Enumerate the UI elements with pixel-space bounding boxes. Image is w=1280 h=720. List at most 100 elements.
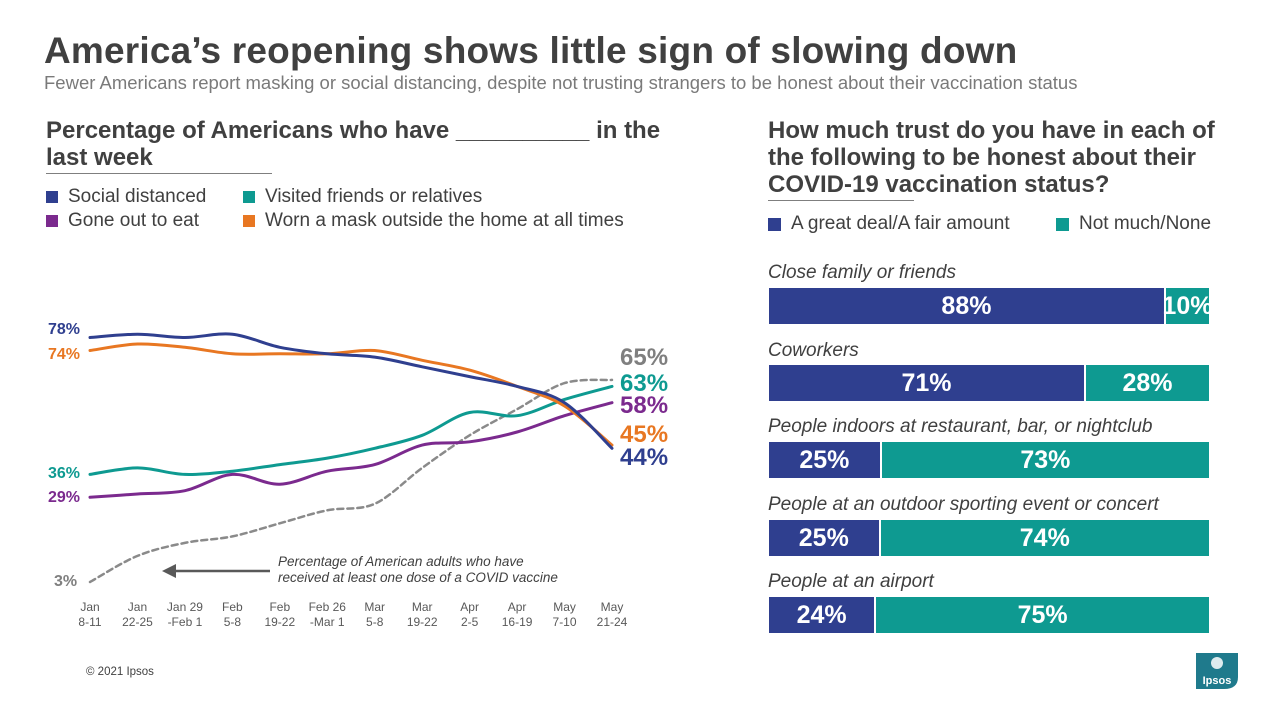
x-tick-label: 21-24 xyxy=(597,615,628,629)
bar-row: 25% 74% xyxy=(768,519,1210,557)
x-tick-label: 19-22 xyxy=(407,615,438,629)
x-tick-label: Jan xyxy=(128,600,147,614)
bar-row: 71% 28% xyxy=(768,364,1210,402)
bar-label: Coworkers xyxy=(768,340,859,361)
legend-gone-out-to-eat: Gone out to eat xyxy=(46,210,199,232)
x-tick-label: 22-25 xyxy=(122,615,153,629)
legend-social-distanced: Social distanced xyxy=(46,186,206,208)
x-tick-label: Feb 26 xyxy=(309,600,347,614)
x-tick-label: 5-8 xyxy=(366,615,384,629)
x-tick-label: Feb xyxy=(269,600,290,614)
bar-value: 74% xyxy=(1019,523,1070,552)
x-tick-label: Mar xyxy=(412,600,433,614)
end-label: 58% xyxy=(620,392,668,419)
bar-row: 25% 73% xyxy=(768,441,1210,479)
heading-divider xyxy=(768,200,914,201)
legend-label: Not much/None xyxy=(1079,213,1212,234)
bar-value: 10% xyxy=(1162,291,1213,320)
legend-label: Visited friends or relatives xyxy=(265,186,483,207)
legend-worn-mask: Worn a mask outside the home at all time… xyxy=(243,210,624,232)
series-line-gone-out-to-eat xyxy=(88,401,614,499)
x-tick-label: May xyxy=(601,600,624,614)
annotation-line-2: received at least one dose of a COVID va… xyxy=(278,570,558,585)
end-label: 44% xyxy=(620,444,668,471)
x-tick-label: 2-5 xyxy=(461,615,479,629)
series-line-percentage-of-american-adults-who-have-r xyxy=(88,378,614,584)
start-label: 78% xyxy=(48,321,80,338)
heading-divider xyxy=(46,173,272,174)
x-tick-label: Apr xyxy=(460,600,479,614)
start-label: 29% xyxy=(48,489,80,506)
annotation: Percentage of American adults who have r… xyxy=(162,554,558,585)
legend-visited-friends: Visited friends or relatives xyxy=(243,186,482,208)
bar-segment-trust: 71% xyxy=(768,364,1085,402)
bar-segment-notrust: 28% xyxy=(1085,364,1210,402)
bar-segment-notrust: 74% xyxy=(879,519,1210,557)
series-layer xyxy=(88,332,614,584)
end-label: 45% xyxy=(620,421,668,448)
annotation-arrowhead-icon xyxy=(162,564,176,578)
line-chart-heading: Percentage of Americans who have _______… xyxy=(46,117,661,171)
legend-label: Social distanced xyxy=(68,186,207,207)
x-tick-label: Jan xyxy=(80,600,99,614)
logo-text: Ipsos xyxy=(1203,675,1232,687)
bar-label: People at an airport xyxy=(768,571,934,592)
series-line-social-distanced xyxy=(88,332,614,450)
bar-row: 88% 10% xyxy=(768,287,1213,325)
x-tick-label: May xyxy=(553,600,576,614)
bar-value: 73% xyxy=(1020,445,1071,474)
end-label: 63% xyxy=(620,370,668,397)
bar-value: 71% xyxy=(901,368,952,397)
x-tick-label: 7-10 xyxy=(553,615,577,629)
x-tick-label: -Mar 1 xyxy=(310,615,345,629)
page-subtitle: Fewer Americans report masking or social… xyxy=(44,72,1078,93)
bar-value: 25% xyxy=(798,523,849,552)
legend-swatch xyxy=(1056,217,1069,231)
x-tick-label: Apr xyxy=(508,600,527,614)
line-chart: 78%74%36%29%3%65%63%58%45%44% Jan8-11Jan… xyxy=(48,321,668,629)
legend-label: Gone out to eat xyxy=(68,210,199,231)
annotation-line-1: Percentage of American adults who have xyxy=(278,554,524,569)
x-tick-label: 16-19 xyxy=(502,615,533,629)
bar-segment-trust: 88% xyxy=(768,287,1165,325)
legend-label: Worn a mask outside the home at all time… xyxy=(265,210,624,231)
x-tick-label: Mar xyxy=(364,600,385,614)
x-tick-label: -Feb 1 xyxy=(168,615,203,629)
legend-notrust: Not much/None xyxy=(1056,213,1211,235)
legend-trust: A great deal/A fair amount xyxy=(768,213,1010,235)
label-layer: 78% 74% 36% 29% 3% 65%63%58%45%44% xyxy=(48,321,668,590)
legend-swatch xyxy=(243,215,255,227)
page-title: America’s reopening shows little sign of… xyxy=(44,30,1018,71)
x-tick-label: 5-8 xyxy=(224,615,242,629)
copyright: © 2021 Ipsos xyxy=(86,666,154,678)
legend-swatch xyxy=(46,215,58,227)
bar-segment-notrust: 10% xyxy=(1162,287,1213,325)
x-tick-label: Jan 29 xyxy=(167,600,203,614)
series-line-visited-friends-or-relatives xyxy=(88,384,614,477)
x-tick-label: 8-11 xyxy=(78,615,101,629)
bar-segment-notrust: 73% xyxy=(880,441,1210,479)
start-label: 3% xyxy=(54,573,77,590)
bar-value: 88% xyxy=(941,291,992,320)
bar-chart-heading: How much trust do you have in each of th… xyxy=(768,117,1215,198)
start-label: 74% xyxy=(48,346,80,363)
end-label: 65% xyxy=(620,344,668,371)
bar-value: 25% xyxy=(799,445,850,474)
bar-segment-trust: 24% xyxy=(768,596,876,634)
bar-label: People at an outdoor sporting event or c… xyxy=(768,494,1159,515)
bar-segment-trust: 25% xyxy=(768,441,881,479)
legend-swatch xyxy=(243,191,255,203)
ipsos-logo-icon: Ipsos xyxy=(1196,653,1238,689)
bar-segment-notrust: 75% xyxy=(875,596,1210,634)
legend-swatch xyxy=(768,217,781,231)
bar-row: 24% 75% xyxy=(768,596,1210,634)
bar-value: 75% xyxy=(1017,600,1068,629)
legend-label: A great deal/A fair amount xyxy=(791,213,1010,234)
x-tick-label: Feb xyxy=(222,600,243,614)
start-label: 36% xyxy=(48,465,80,482)
bar-value: 28% xyxy=(1122,368,1173,397)
bar-value: 24% xyxy=(796,600,847,629)
legend-swatch xyxy=(46,191,58,203)
x-tick-label: 19-22 xyxy=(264,615,295,629)
